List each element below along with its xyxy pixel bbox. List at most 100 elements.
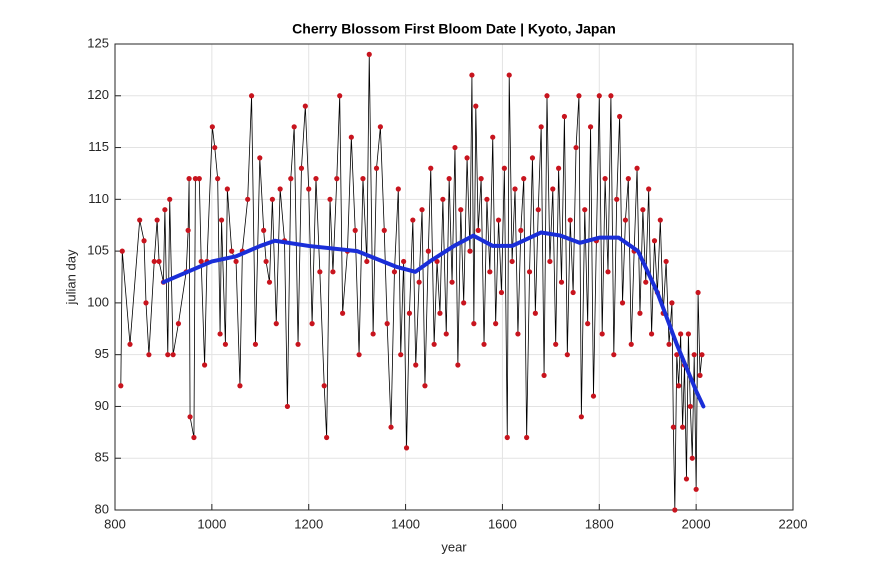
- data-point: [237, 383, 243, 389]
- data-point: [547, 258, 553, 265]
- data-point: [313, 176, 319, 182]
- data-point: [165, 352, 171, 358]
- data-point: [410, 217, 416, 223]
- data-point: [334, 176, 340, 182]
- data-point: [587, 124, 594, 130]
- data-point: [469, 72, 475, 78]
- x-tick-label: 1000: [197, 516, 226, 531]
- data-point: [464, 155, 470, 161]
- data-point: [191, 434, 197, 441]
- data-point: [245, 196, 251, 202]
- data-point: [564, 352, 570, 358]
- x-tick-label: 2200: [779, 516, 808, 531]
- data-point: [512, 186, 518, 192]
- data-point: [578, 414, 584, 420]
- data-point: [490, 134, 496, 140]
- data-point: [685, 331, 691, 337]
- data-point: [695, 289, 701, 296]
- data-point: [233, 258, 239, 265]
- data-point: [143, 300, 149, 306]
- data-point: [340, 310, 346, 316]
- plot-frame: [114, 43, 794, 511]
- data-point: [481, 341, 487, 347]
- x-tick-label: 1800: [585, 516, 614, 531]
- data-point: [561, 113, 568, 120]
- data-point: [269, 196, 275, 202]
- data-point: [263, 258, 269, 265]
- data-point: [611, 352, 617, 358]
- x-axis-label: year: [441, 539, 467, 554]
- data-point: [422, 383, 428, 389]
- trend-line: [161, 230, 706, 409]
- data-point: [599, 331, 605, 337]
- y-tick-label: 105: [87, 243, 109, 258]
- data-point: [498, 289, 505, 296]
- data-point: [634, 165, 640, 171]
- data-point: [373, 165, 380, 171]
- data-point: [321, 383, 327, 389]
- data-point: [509, 258, 515, 265]
- y-tick-label: 115: [88, 139, 109, 154]
- y-tick-label: 90: [95, 398, 109, 413]
- data-point: [156, 258, 162, 265]
- data-point: [689, 455, 695, 461]
- data-point: [637, 310, 643, 316]
- data-point: [458, 207, 464, 213]
- data-point: [558, 279, 565, 285]
- data-point: [538, 124, 544, 130]
- data-point: [413, 362, 419, 368]
- x-tick-label: 1200: [294, 516, 323, 531]
- data-point: [419, 207, 425, 213]
- data-point: [651, 238, 658, 244]
- data-point: [529, 155, 536, 161]
- y-tick-label: 100: [87, 294, 109, 309]
- data-point: [127, 341, 133, 347]
- data-point: [619, 300, 626, 306]
- data-point: [416, 279, 422, 285]
- data-point: [443, 331, 449, 337]
- data-point: [573, 144, 579, 151]
- x-tick-label: 1400: [391, 516, 420, 531]
- data-point: [425, 248, 431, 254]
- data-point: [585, 321, 591, 327]
- data-point: [582, 207, 588, 213]
- data-point: [366, 51, 372, 57]
- data-point: [324, 434, 330, 441]
- data-point: [381, 227, 387, 233]
- y-tick-label: 120: [87, 87, 109, 102]
- data-point: [687, 403, 693, 410]
- data-point: [431, 341, 437, 347]
- data-point: [484, 196, 490, 202]
- data-point: [391, 269, 398, 275]
- data-point: [657, 217, 663, 223]
- data-point: [471, 321, 477, 327]
- data-point: [261, 227, 267, 233]
- data-point: [185, 227, 191, 233]
- data-point: [224, 186, 230, 192]
- data-point: [608, 93, 614, 99]
- data-point: [434, 258, 440, 265]
- y-tick-label: 85: [95, 450, 109, 465]
- data-point: [617, 113, 623, 120]
- data-point: [550, 186, 556, 192]
- data-point: [215, 176, 221, 182]
- data-point: [452, 144, 458, 151]
- data-point: [646, 186, 652, 192]
- data-point: [535, 207, 541, 213]
- data-point: [693, 486, 699, 492]
- data-point: [504, 434, 510, 441]
- data-point: [288, 176, 294, 182]
- data-point: [449, 279, 455, 285]
- data-point: [201, 362, 208, 368]
- data-point: [697, 372, 703, 378]
- data-point: [544, 93, 550, 99]
- data-point: [356, 352, 362, 358]
- data-point: [506, 72, 512, 78]
- chart-title: Cherry Blossom First Bloom Date | Kyoto,…: [292, 21, 616, 37]
- data-point: [388, 424, 394, 430]
- data-point: [252, 341, 259, 347]
- data-point: [118, 383, 124, 389]
- data-point: [222, 341, 229, 347]
- data-point: [674, 352, 680, 358]
